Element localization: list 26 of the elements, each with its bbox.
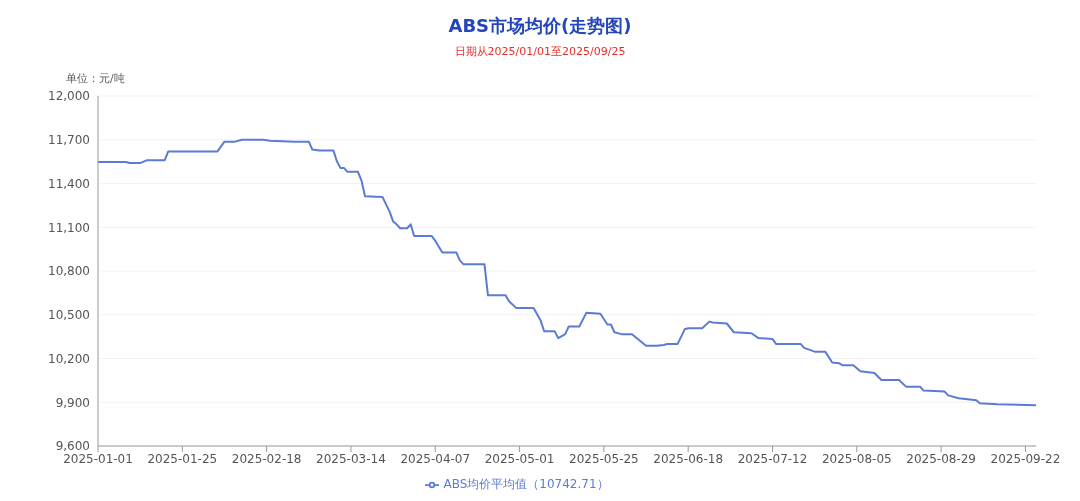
x-tick-label: 2025-07-12	[737, 451, 808, 466]
x-tick-label: 2025-04-07	[400, 451, 471, 466]
x-tick-label: 2025-01-01	[63, 451, 133, 466]
x-tick-label: 2025-03-14	[316, 451, 386, 466]
y-tick-label: 11,700	[48, 133, 90, 148]
chart-subtitle: 日期从2025/01/01至2025/09/25	[453, 44, 627, 59]
y-tick-label: 12,000	[48, 89, 90, 104]
x-tick-label: 2025-02-18	[231, 451, 302, 466]
x-tick-label: 2025-05-25	[569, 451, 639, 466]
y-tick-label: 10,500	[48, 308, 90, 323]
x-tick-label: 2025-05-01	[484, 451, 555, 466]
legend-label: ABS均价平均值（10742.71）	[443, 477, 609, 491]
y-tick-label: 10,800	[48, 264, 90, 279]
x-tick-label: 2025-01-25	[147, 451, 218, 466]
x-tick-label: 2025-06-18	[653, 451, 724, 466]
y-tick-label: 11,400	[48, 176, 90, 191]
chart-title: ABS市场均价(走势图)	[447, 14, 633, 38]
y-tick-label: 9,600	[55, 439, 90, 454]
line-series	[98, 138, 1036, 407]
x-tick-label: 2025-08-05	[821, 451, 892, 466]
y-tick-label: 9,900	[55, 395, 90, 410]
y-tick-label: 10,200	[48, 351, 90, 366]
x-tick-label: 2025-08-29	[906, 451, 977, 466]
y-axis-title: 单位：元/吨	[66, 71, 125, 86]
y-tick-label: 11,100	[48, 220, 90, 235]
x-tick-label: 2025-09-22	[990, 451, 1061, 466]
